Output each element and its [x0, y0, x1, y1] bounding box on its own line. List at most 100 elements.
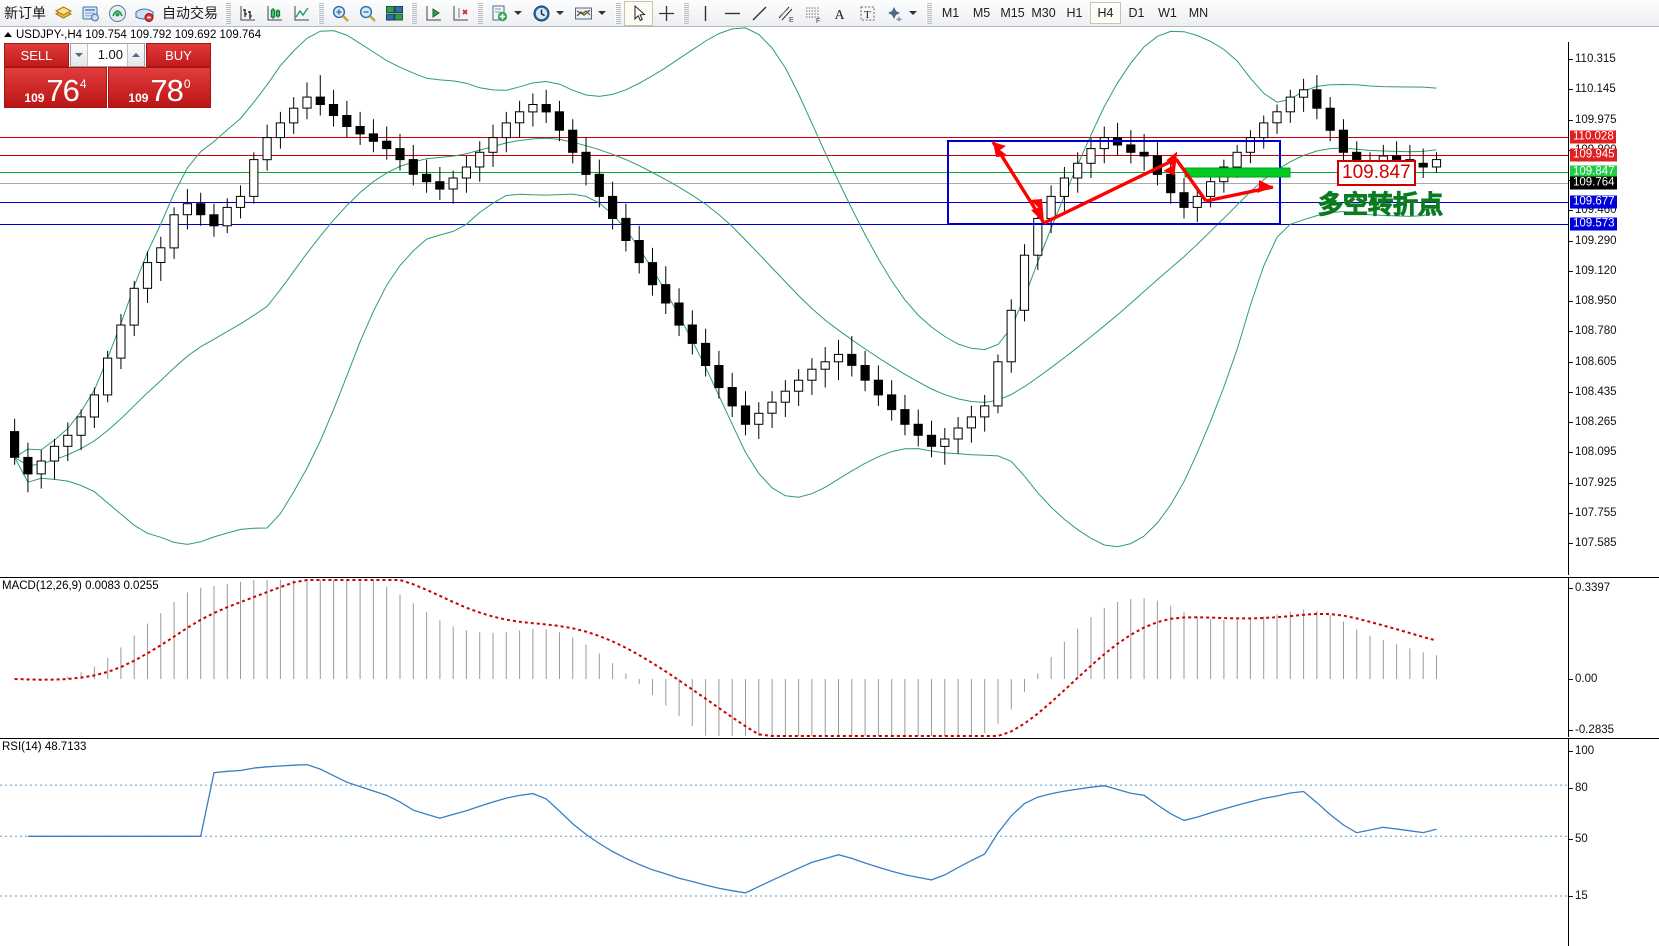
bollinger-band-middle: [14, 137, 1437, 467]
auto-scroll-icon: [426, 5, 441, 20]
chart-menu-icon[interactable]: [4, 32, 12, 37]
rsi-tick: 15: [1569, 890, 1588, 902]
price-axis[interactable]: 110.315110.145109.975109.800109.630109.4…: [1568, 42, 1659, 575]
timeframe-w1[interactable]: W1: [1158, 6, 1177, 20]
bar-chart-button[interactable]: [234, 1, 261, 26]
price-tick: 107.585: [1569, 537, 1617, 549]
vertical-line-button[interactable]: [692, 1, 719, 26]
candle-body: [182, 203, 193, 216]
auto-trading-button[interactable]: 自动交易: [158, 1, 222, 26]
resistance-line-label-2[interactable]: 109.945: [1570, 148, 1617, 162]
volume-decrement-button[interactable]: [71, 44, 88, 66]
line-chart-button[interactable]: [288, 1, 315, 26]
chevron-down-icon[interactable]: [556, 11, 564, 15]
crosshair-button[interactable]: [653, 1, 680, 26]
green-highlight-bar[interactable]: [1184, 167, 1291, 178]
current-price-label[interactable]: 109.764: [1570, 176, 1617, 190]
chevron-down-icon[interactable]: [514, 11, 522, 15]
volume-input[interactable]: 1.00: [97, 47, 123, 62]
price-callout-box[interactable]: 109.847: [1337, 160, 1416, 186]
price-pane[interactable]: 109.847 多空转折点 110.315 110.145 109.975 109.8…: [0, 27, 1659, 575]
price-tick: 108.780: [1569, 325, 1617, 338]
blue-line-2[interactable]: [0, 224, 1568, 225]
candle-body: [475, 151, 485, 168]
objects-button[interactable]: [881, 1, 923, 26]
support-line[interactable]: [0, 172, 1568, 173]
equidistant-channel-button[interactable]: E: [773, 1, 800, 26]
blue-line-label-2[interactable]: 109.573: [1570, 217, 1617, 231]
svg-text:E: E: [789, 17, 794, 24]
cursor-button[interactable]: [624, 0, 653, 26]
market-watch-button[interactable]: [77, 1, 104, 26]
chart-shift-button[interactable]: [447, 1, 474, 26]
blue-line-label-1[interactable]: 109.677: [1570, 195, 1617, 209]
tile-windows-button[interactable]: [381, 1, 408, 26]
volume-increment-button[interactable]: [127, 44, 144, 66]
fibonacci-retracement-button[interactable]: F: [800, 1, 827, 26]
volume-stepper[interactable]: 1.00: [70, 43, 145, 67]
rsi-axis[interactable]: 100 80 50 15: [1568, 739, 1659, 946]
consolidation-box[interactable]: [947, 140, 1281, 225]
sell-button[interactable]: SELL: [4, 43, 69, 67]
candle-body: [833, 353, 844, 363]
macd-axis[interactable]: 0.3397 0.00 -0.2835: [1568, 578, 1659, 737]
sell-price-fraction: 4: [79, 77, 87, 91]
chevron-down-icon[interactable]: [598, 11, 606, 15]
candle-body: [913, 423, 923, 436]
templates-button[interactable]: [570, 1, 612, 26]
candle-body: [926, 434, 937, 447]
timeframe-d1[interactable]: D1: [1128, 6, 1145, 20]
new-order-button[interactable]: 新订单: [0, 1, 50, 26]
resistance-line-2[interactable]: [0, 155, 1568, 156]
sell-price-display[interactable]: 109 76 4: [4, 67, 107, 108]
current-price-line[interactable]: [0, 183, 1568, 184]
zoom-in-button[interactable]: [327, 1, 354, 26]
candle-body: [1073, 162, 1083, 179]
blue-line-1[interactable]: [0, 202, 1568, 203]
timeframe-mn[interactable]: MN: [1188, 6, 1209, 20]
price-plot: [10, 27, 1442, 548]
horizontal-line-button[interactable]: [719, 1, 746, 26]
briefcase-button[interactable]: [131, 1, 158, 26]
text-button[interactable]: A: [827, 1, 854, 26]
candle-body: [1285, 96, 1295, 113]
buy-button[interactable]: BUY: [146, 43, 211, 67]
turning-point-annotation[interactable]: 多空转折点: [1317, 191, 1444, 220]
timeframe-m1[interactable]: M1: [941, 6, 960, 20]
text-label-button[interactable]: T: [854, 1, 881, 26]
support-line-label[interactable]: 109.847: [1570, 165, 1617, 179]
svg-text:F: F: [816, 18, 820, 24]
resistance-line-1[interactable]: [0, 137, 1568, 138]
rsi-line: [27, 763, 1437, 894]
signals-button[interactable]: [104, 1, 131, 26]
auto-scroll-button[interactable]: [420, 1, 447, 26]
trendline-button[interactable]: [746, 1, 773, 26]
buy-price-display[interactable]: 109 78 0: [108, 67, 211, 108]
timeframe-h1[interactable]: H1: [1066, 6, 1083, 20]
stack-button[interactable]: [50, 1, 77, 26]
candle-body: [1126, 144, 1136, 153]
candle-body: [448, 177, 458, 190]
timeframe-m30[interactable]: M30: [1031, 6, 1056, 20]
timeframe-m5[interactable]: M5: [972, 6, 991, 20]
candlestick-chart-button[interactable]: [261, 1, 288, 26]
buy-price-integer: 109: [128, 91, 149, 105]
chart-symbol-bar: USDJPY-,H4 109.754 109.792 109.692 109.7…: [0, 27, 1659, 42]
chart-container[interactable]: 109.847 多空转折点 110.315 110.145 109.975 109.8…: [0, 27, 1659, 946]
candle-body: [196, 203, 206, 216]
candle-body: [860, 365, 870, 381]
candle-body: [422, 173, 432, 183]
toolbar-separator-1: [225, 2, 231, 24]
chevron-down-icon[interactable]: [909, 11, 917, 15]
candle-body: [488, 137, 498, 153]
timeframe-m15[interactable]: M15: [1000, 6, 1025, 20]
periodicity-button[interactable]: [528, 1, 570, 26]
timeframe-h4[interactable]: H4: [1090, 2, 1121, 24]
macd-plot: [14, 579, 1437, 737]
indicators-button[interactable]: [486, 1, 528, 26]
one-click-trading-panel[interactable]: SELL 1.00 BUY 109 76 4 109 78 0: [4, 43, 211, 108]
rsi-pane[interactable]: RSI(14) 48.7133 100 80 50 15: [0, 738, 1659, 946]
macd-pane[interactable]: MACD(12,26,9) 0.0083 0.0255 0.3397 0.00 -0…: [0, 577, 1659, 737]
resistance-line-label-1[interactable]: 110.028: [1570, 130, 1616, 144]
zoom-out-button[interactable]: [354, 1, 381, 26]
